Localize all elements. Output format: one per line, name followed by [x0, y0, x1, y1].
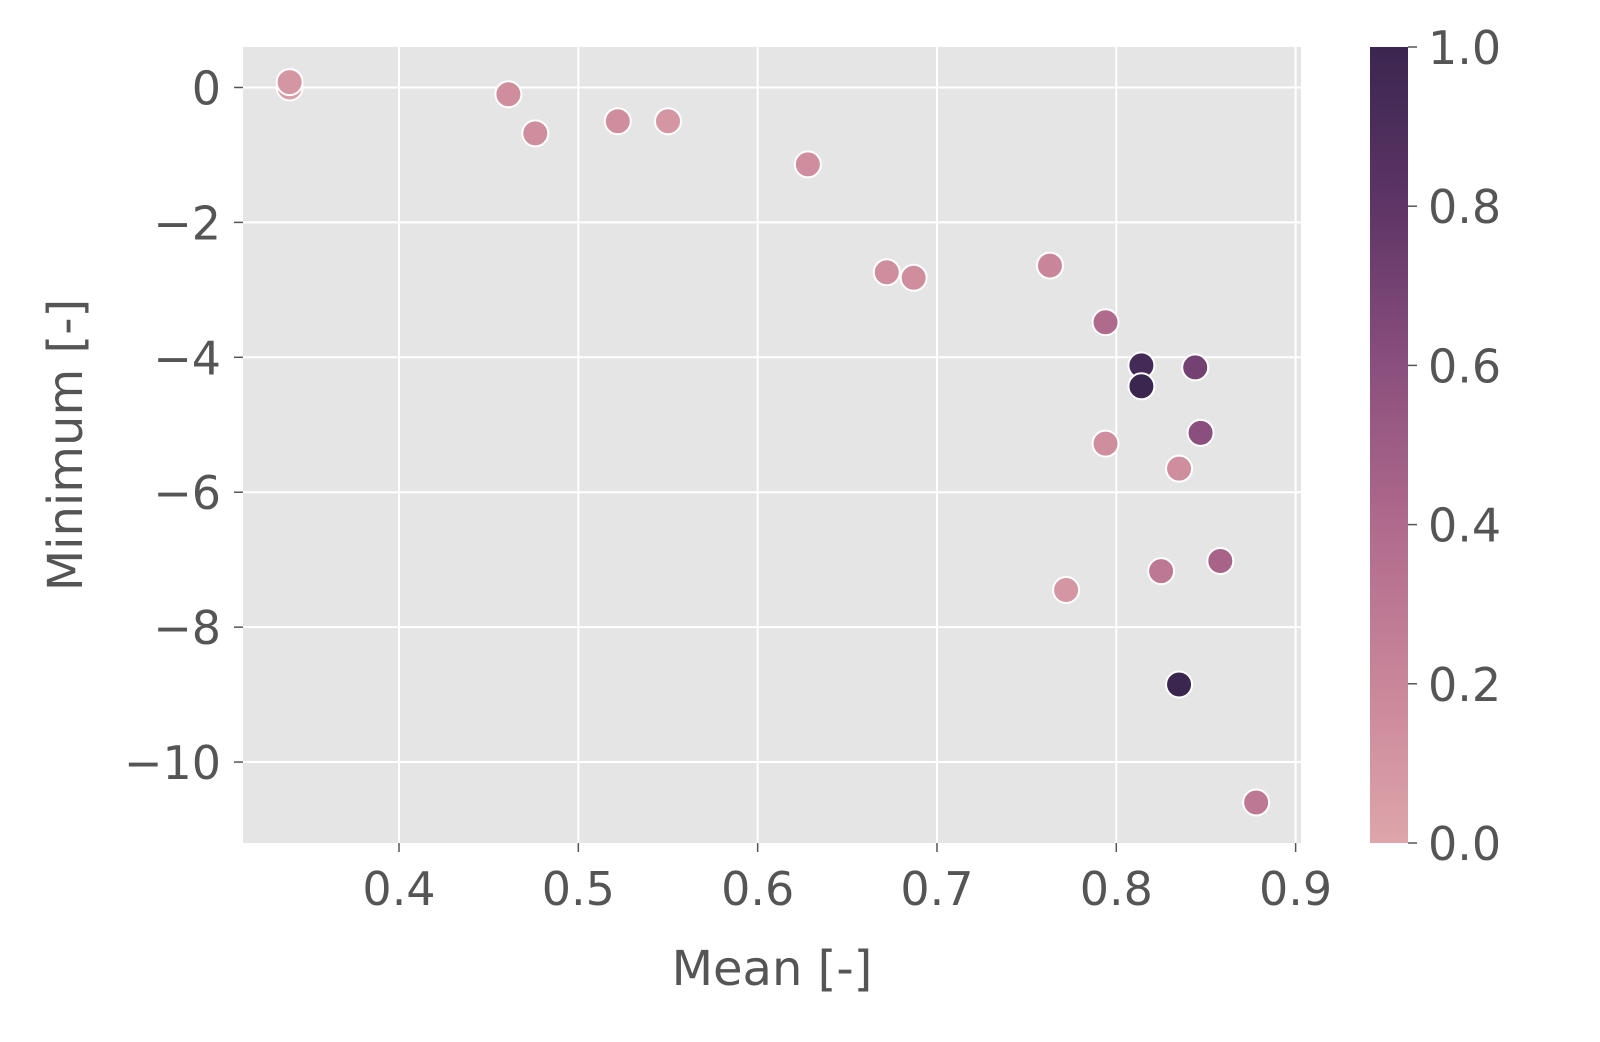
- data-points: [275, 68, 1271, 817]
- colorbar: 0.0 0.2 0.4 0.6 0.8 1.0: [1370, 21, 1501, 871]
- x-tick-label: 0.5: [542, 862, 615, 916]
- data-point: [1165, 670, 1194, 699]
- plot-area: [243, 47, 1301, 843]
- colorbar-tick-label: 0.4: [1428, 499, 1501, 553]
- colorbar-tick-label: 1.0: [1428, 21, 1501, 75]
- x-axis-label: Mean [-]: [672, 941, 873, 997]
- colorbar-tick-label: 0.6: [1428, 339, 1501, 393]
- data-point: [1091, 429, 1120, 458]
- data-point: [653, 107, 682, 136]
- y-tick-label: −2: [153, 196, 221, 250]
- data-point: [494, 80, 523, 109]
- colorbar-gradient: [1370, 47, 1408, 843]
- data-point: [1147, 557, 1176, 586]
- data-point: [899, 263, 928, 292]
- data-point: [872, 258, 901, 287]
- data-point: [521, 119, 550, 148]
- y-tick-label: −6: [153, 466, 221, 520]
- y-axis-label: Minimum [-]: [38, 299, 94, 591]
- x-tick-label: 0.6: [721, 862, 794, 916]
- y-tick-label: −10: [124, 736, 221, 790]
- data-point: [275, 68, 304, 97]
- data-point: [1206, 547, 1235, 576]
- x-tick-label: 0.4: [362, 862, 435, 916]
- y-tick-label: −4: [153, 331, 221, 385]
- data-point: [603, 107, 632, 136]
- data-point: [1181, 353, 1210, 382]
- x-tick-label: 0.8: [1080, 862, 1153, 916]
- colorbar-tick-label: 0.2: [1428, 658, 1501, 712]
- colorbar-tick-label: 0.8: [1428, 180, 1501, 234]
- colorbar-tick-label: 0.0: [1428, 817, 1501, 871]
- x-tick-label: 0.7: [900, 862, 973, 916]
- data-point: [793, 150, 822, 179]
- data-point: [1186, 418, 1215, 447]
- data-point: [1091, 308, 1120, 337]
- x-tick-label: 0.9: [1259, 862, 1332, 916]
- y-tick-label: 0: [192, 61, 221, 115]
- data-point: [1165, 454, 1194, 483]
- data-point: [1052, 576, 1081, 605]
- data-point: [1242, 788, 1271, 817]
- y-tick-label: −8: [153, 601, 221, 655]
- y-axis: 0 −2 −4 −6 −8 −10: [124, 61, 243, 790]
- data-point: [1127, 372, 1156, 401]
- x-axis: 0.4 0.5 0.6 0.7 0.8 0.9: [362, 843, 1332, 916]
- data-point: [1035, 251, 1064, 280]
